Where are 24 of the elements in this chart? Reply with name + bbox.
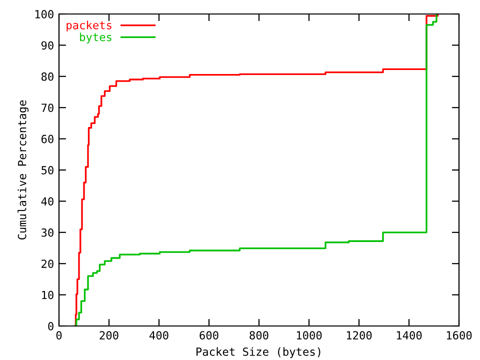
x-tick-label: 800: [250, 331, 268, 340]
y-tick-label: 50: [42, 166, 54, 174]
y-tick-label: 60: [41, 134, 54, 144]
y-tick-label: 0: [48, 322, 54, 330]
y-tick-label: 30: [42, 228, 54, 237]
x-axis-title: Packet Size (bytes): [196, 347, 320, 358]
y-tick-label: 80: [41, 72, 54, 81]
y-axis-title: Cumulative Percentage: [18, 100, 29, 240]
y-tick-label: 40: [41, 197, 54, 206]
x-tick-label: 600: [200, 331, 218, 340]
y-tick-label: 90: [41, 41, 54, 50]
x-tick-label: 0: [56, 331, 62, 340]
x-tick-label: 1400: [396, 331, 422, 340]
legend-label: bytes: [80, 32, 112, 44]
y-tick-label: 10: [42, 290, 54, 300]
x-tick-label: 1200: [346, 331, 372, 340]
x-tick-label: 200: [100, 331, 118, 340]
legend-label: packets: [66, 20, 112, 32]
y-tick-label: 70: [42, 104, 54, 112]
y-tick-label: 20: [42, 260, 54, 268]
x-tick-label: 400: [150, 331, 168, 340]
x-tick-label: 1000: [296, 331, 322, 340]
x-tick-label: 1600: [446, 331, 472, 340]
y-tick-label: 100: [35, 10, 54, 18]
